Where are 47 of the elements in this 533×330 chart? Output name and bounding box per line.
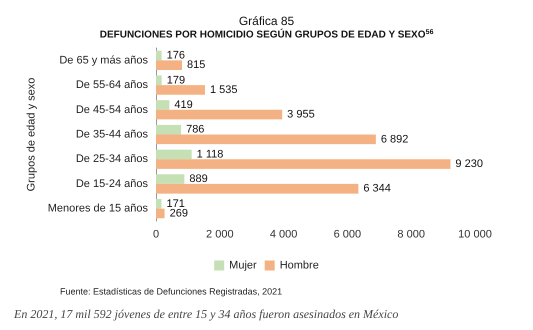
x-tick-label: 6 000 — [334, 228, 362, 240]
bar — [156, 208, 165, 218]
bar — [156, 110, 282, 120]
text: En 2021, 17 mil 592 jóvenes de entre 15 y 34 años fueron asesinados en México — [13, 307, 398, 321]
y-tick-label: De 35-44 años — [76, 128, 148, 140]
y-tick-label: De 55-64 años — [76, 79, 148, 92]
bar — [156, 85, 205, 95]
data-label: 6 892 — [380, 133, 408, 146]
bar — [156, 199, 162, 209]
bar — [156, 159, 450, 169]
data-label: 269 — [170, 207, 188, 220]
bar — [156, 75, 162, 86]
x-tick-label: 4 000 — [270, 228, 298, 240]
data-label: 1 535 — [210, 84, 238, 96]
data-label: 6 344 — [363, 182, 391, 195]
data-label: 419 — [174, 98, 193, 111]
x-tick-label: 10 000 — [458, 228, 492, 240]
x-tick-label: 0 — [152, 228, 160, 240]
x-tick-label: 8 000 — [397, 228, 425, 240]
bar — [156, 134, 376, 144]
source-note: Fuente: Estadísticas de Defunciones Registradas, 2021 — [60, 286, 282, 296]
data-label: 179 — [166, 74, 186, 86]
legend-label: Hombre — [280, 260, 319, 272]
bar — [156, 124, 182, 134]
bar — [156, 174, 184, 184]
y-tick-label: De 45-54 años — [76, 104, 148, 116]
chart-title: Gráfica 85 — [238, 14, 295, 28]
data-label: 1 118 — [196, 148, 224, 160]
bar — [156, 100, 170, 110]
x-tick-label: 2 000 — [206, 228, 234, 240]
legend-label: Mujer — [229, 260, 258, 272]
bar — [156, 60, 182, 70]
data-label: 815 — [187, 59, 206, 72]
y-axis-title: Grupos de edad y sexo — [25, 78, 38, 192]
y-tick-label: Menores de 15 años — [48, 202, 148, 215]
data-label: 9 230 — [455, 158, 483, 170]
data-label: 889 — [189, 173, 208, 186]
data-label: 3 955 — [287, 108, 315, 121]
y-tick-label: De 65 y más años — [59, 54, 148, 66]
bar — [156, 184, 358, 194]
bar — [156, 150, 192, 160]
data-label: 171 — [166, 198, 185, 210]
data-label: 176 — [166, 50, 185, 62]
y-tick-label: De 25-34 años — [76, 153, 148, 166]
bar — [156, 50, 162, 60]
data-label: 786 — [186, 124, 204, 136]
y-tick-label: De 15-24 años — [76, 178, 148, 190]
